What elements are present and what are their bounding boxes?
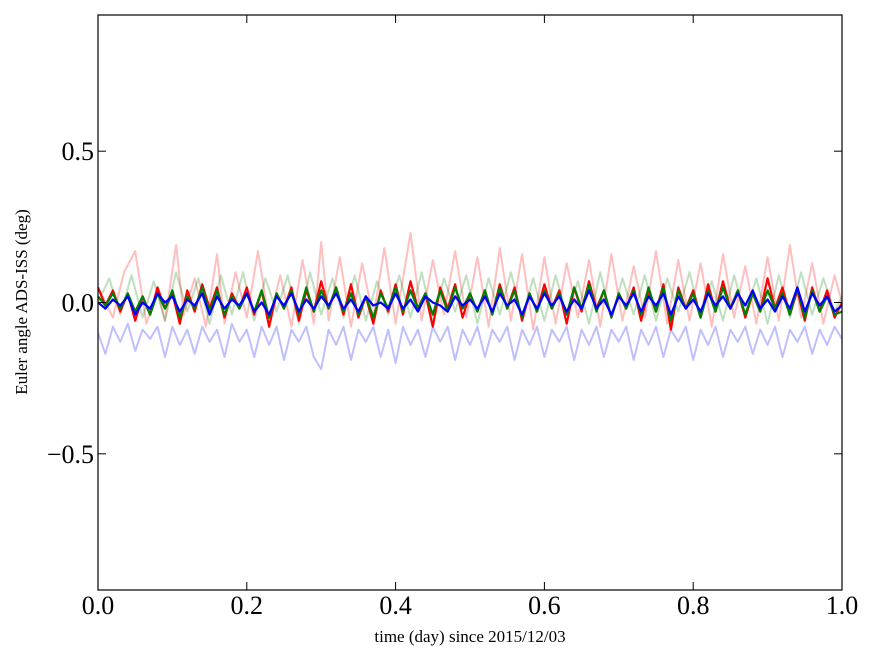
x-tick-label: 0.8 (677, 591, 710, 620)
y-tick-label: 0.0 (62, 289, 95, 318)
tick-layer: 0.0 0.2 0.4 0.6 0.8 1.0 0.5 0.0 −0.5 (47, 15, 858, 620)
x-tick-label: 1.0 (826, 591, 859, 620)
y-tick-label: 0.5 (62, 137, 95, 166)
x-tick-label: 0.6 (528, 591, 561, 620)
series-layer (98, 231, 842, 371)
x-tick-label: 0.2 (231, 591, 264, 620)
series-line-3 (98, 322, 842, 371)
y-tick-label: −0.5 (47, 440, 94, 469)
x-tick-label: 0.0 (82, 591, 115, 620)
series-line-1 (98, 231, 842, 331)
x-axis-label: time (day) since 2015/12/03 (374, 627, 565, 646)
y-axis-label: Euler angle ADS-ISS (deg) (12, 209, 31, 395)
x-tick-label: 0.4 (379, 591, 412, 620)
series-line-6 (98, 286, 842, 316)
